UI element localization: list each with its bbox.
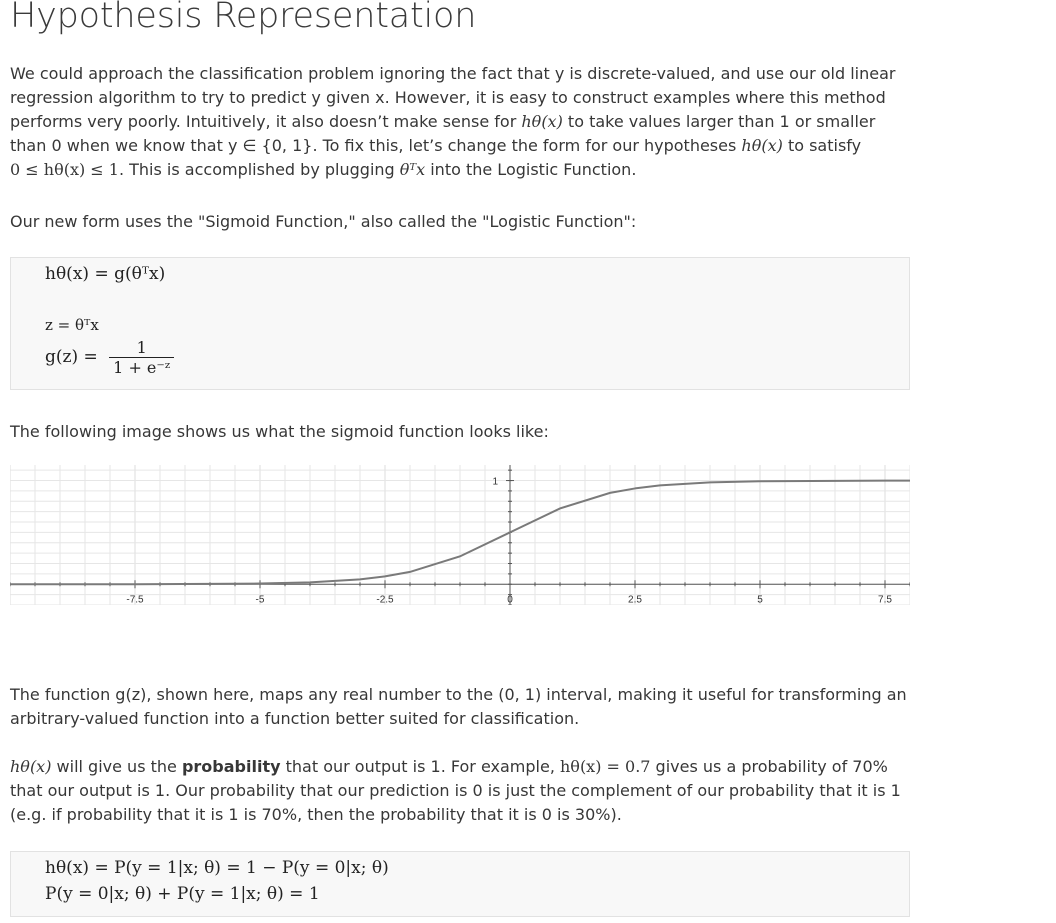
equation-box-sigmoid: hθ(x) = g(θᵀx) z = θᵀx g(z) = 1 1 + e⁻ᶻ xyxy=(10,257,910,390)
x-tick-label: 7.5 xyxy=(878,594,892,605)
prob-text-1: will give us the xyxy=(51,757,182,776)
intro-text-1: We could approach the classification pro… xyxy=(10,64,896,131)
fraction-numerator: 1 xyxy=(136,338,147,357)
y-tick-label: 1 xyxy=(492,477,498,488)
intro-text-4: . This is accomplished by plugging xyxy=(118,160,400,179)
equation-probability-1: hθ(x) = P(y = 1|x; θ) = 1 − P(y = 0|x; θ… xyxy=(45,858,389,878)
prob-text-3: gives us a probability of 70% that our o… xyxy=(10,757,901,824)
fraction-denominator: 1 + e⁻ᶻ xyxy=(109,357,175,377)
x-tick-label: -7.5 xyxy=(126,594,144,605)
prob-bold-word: probability xyxy=(181,757,281,776)
g-function-paragraph: The function g(z), shown here, maps any … xyxy=(10,685,907,728)
prob-text-2: that our output is 1. For example, xyxy=(280,757,560,776)
equation-z: z = θᵀx xyxy=(45,316,99,334)
page-title: Hypothesis Representation xyxy=(10,0,477,36)
image-intro: The following image shows us what the si… xyxy=(10,422,549,441)
intro-text-3: to satisfy xyxy=(782,136,862,155)
intro-text-2: to take values larger than 1 or smaller … xyxy=(10,112,876,155)
intro-paragraph: We could approach the classification pro… xyxy=(10,62,915,182)
math-example: hθ(x) = 0.7 xyxy=(560,757,651,776)
x-tick-label: -5 xyxy=(256,594,265,605)
x-tick-label: -2.5 xyxy=(376,594,394,605)
equation-g-z-lhs: g(z) = xyxy=(45,347,98,367)
sigmoid-intro: Our new form uses the "Sigmoid Function,… xyxy=(10,212,637,231)
sigmoid-curve xyxy=(10,479,910,586)
equation-g-z: g(z) = 1 1 + e⁻ᶻ xyxy=(45,338,175,377)
math-inequality: 0 ≤ hθ(x) ≤ 1 xyxy=(10,160,119,179)
sigmoid-chart: -7.5 -5 -2.5 0 2.5 5 7.5 1 xyxy=(10,465,910,605)
math-theta-t-x: θᵀx xyxy=(399,160,426,179)
intro-text-5: into the Logistic Function. xyxy=(425,160,637,179)
math-h-theta-3: hθ(x) xyxy=(10,757,52,776)
math-h-theta-2: hθ(x) xyxy=(741,136,783,155)
probability-paragraph: hθ(x) will give us the probability that … xyxy=(10,755,915,827)
chart-series xyxy=(10,479,910,586)
x-tick-label: 2.5 xyxy=(628,594,642,605)
equation-fraction: 1 1 + e⁻ᶻ xyxy=(109,338,175,377)
equation-probability-2: P(y = 0|x; θ) + P(y = 1|x; θ) = 1 xyxy=(45,884,320,904)
x-tick-label: 5 xyxy=(757,594,763,605)
equation-box-probability: hθ(x) = P(y = 1|x; θ) = 1 − P(y = 0|x; θ… xyxy=(10,851,910,917)
x-tick-label: 0 xyxy=(507,594,513,605)
math-h-theta-1: hθ(x) xyxy=(521,112,563,131)
equation-hypothesis: hθ(x) = g(θᵀx) xyxy=(45,264,166,284)
